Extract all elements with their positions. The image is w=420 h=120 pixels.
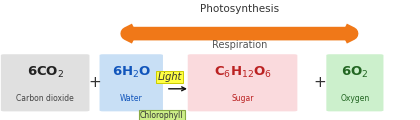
Text: Respiration: Respiration [212, 40, 267, 50]
Text: Photosynthesis: Photosynthesis [200, 4, 279, 14]
FancyBboxPatch shape [326, 54, 383, 111]
Text: Light: Light [158, 72, 182, 82]
Text: 6CO$_2$: 6CO$_2$ [26, 65, 64, 80]
FancyBboxPatch shape [188, 54, 297, 111]
FancyBboxPatch shape [100, 54, 163, 111]
Text: Oxygen: Oxygen [340, 94, 370, 103]
Text: Chlorophyll: Chlorophyll [140, 111, 184, 120]
Text: Water: Water [120, 94, 143, 103]
FancyBboxPatch shape [1, 54, 89, 111]
Text: Sugar: Sugar [231, 94, 254, 103]
Text: 6O$_2$: 6O$_2$ [341, 65, 369, 80]
Text: +: + [88, 75, 101, 90]
Text: +: + [314, 75, 326, 90]
FancyArrowPatch shape [127, 30, 352, 37]
FancyArrowPatch shape [169, 87, 186, 91]
Text: Carbon dioxide: Carbon dioxide [16, 94, 74, 103]
Text: 6H$_2$O: 6H$_2$O [112, 65, 151, 80]
Text: C$_6$H$_{12}$O$_6$: C$_6$H$_{12}$O$_6$ [213, 65, 272, 80]
